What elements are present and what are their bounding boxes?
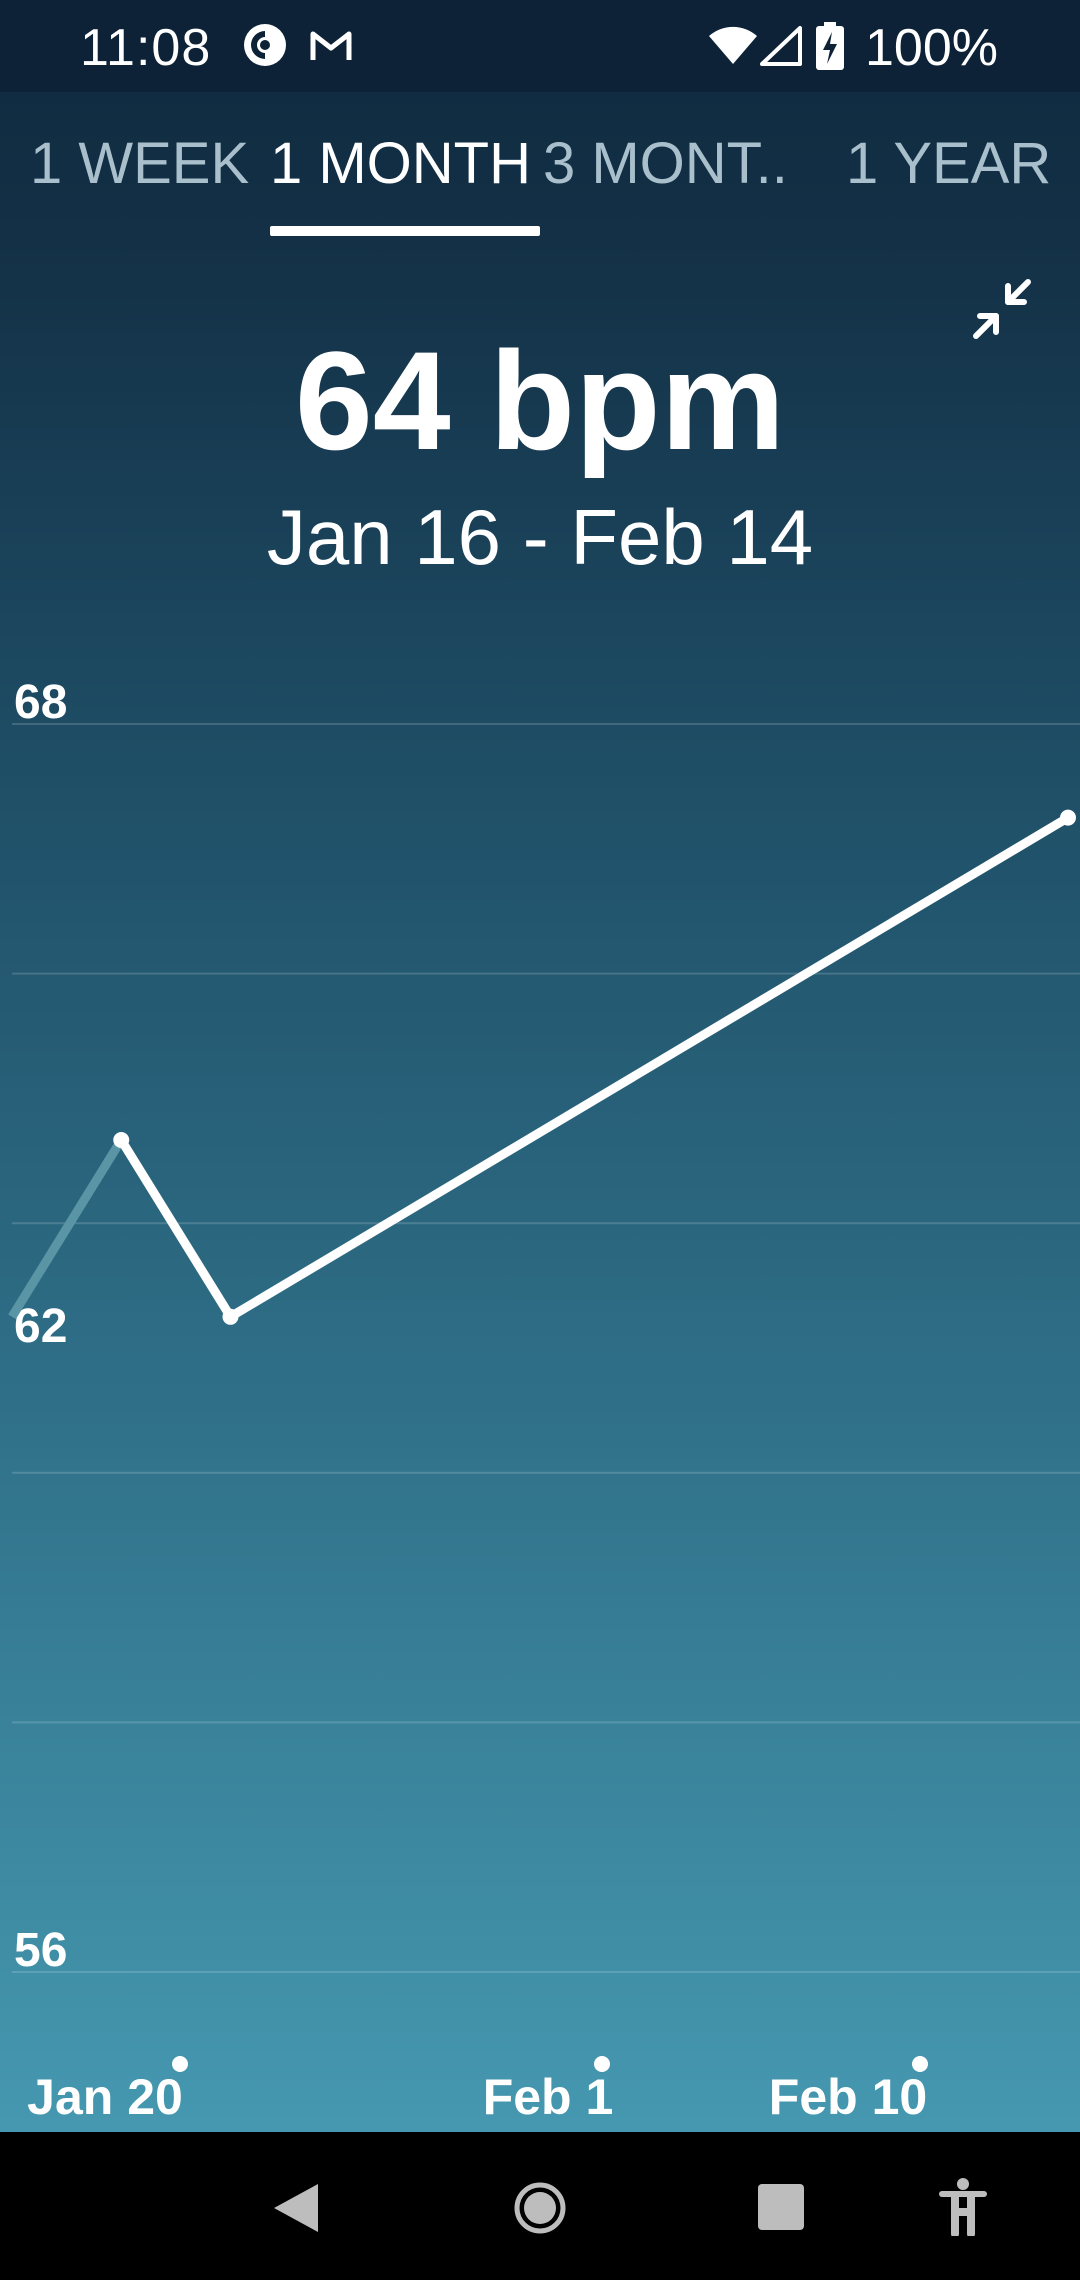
data-point — [222, 1308, 239, 1325]
tab-1-week[interactable]: 1 WEEK — [30, 131, 250, 196]
x-tick-label: Feb 10 — [769, 2069, 927, 2125]
battery-percentage: 100% — [865, 19, 998, 77]
average-heart-rate: 64 bpm — [294, 322, 786, 479]
home-icon[interactable] — [512, 2180, 568, 2236]
y-tick-label: 68 — [14, 676, 67, 729]
x-tick-marker — [594, 2056, 610, 2072]
tab-1-year[interactable]: 1 YEAR — [846, 131, 1052, 196]
gmail-icon — [310, 31, 352, 60]
accessibility-icon[interactable] — [938, 2176, 988, 2236]
navigation-bar — [0, 2132, 1080, 2280]
collapse-icon[interactable] — [962, 270, 1042, 350]
pocketcasts-icon — [244, 24, 286, 66]
x-tick-label: Jan 20 — [27, 2069, 183, 2125]
status-time: 11:08 — [80, 19, 212, 77]
tab-1-month[interactable]: 1 MONTH — [270, 131, 531, 196]
data-point — [113, 1132, 130, 1148]
y-tick-label: 56 — [14, 1924, 67, 1977]
active-tab-indicator — [270, 226, 540, 236]
recents-icon[interactable] — [756, 2182, 806, 2232]
wifi-icon — [709, 26, 757, 64]
tab-3-months[interactable]: 3 MONT.. — [543, 131, 788, 196]
x-tick-label: Feb 1 — [483, 2069, 614, 2125]
data-point — [1060, 809, 1076, 826]
back-icon[interactable] — [268, 2180, 324, 2236]
y-tick-label: 62 — [14, 1300, 67, 1353]
time-range-tabs: 1 WEEK 1 MONTH 3 MONT.. 1 YEAR — [0, 110, 1080, 240]
signal-icon — [760, 26, 802, 66]
x-tick-marker — [172, 2056, 188, 2072]
series-line — [117, 813, 1071, 1322]
series-line-faded-segment — [8, 1137, 126, 1320]
x-tick-marker — [912, 2056, 928, 2072]
date-range: Jan 16 - Feb 14 — [266, 493, 814, 581]
status-bar: 11:08 100% — [0, 0, 1080, 92]
battery-charging-icon — [816, 22, 844, 70]
heart-rate-chart: 68 62 56 Jan 20 Feb 1 Feb 10 — [8, 676, 1080, 2125]
